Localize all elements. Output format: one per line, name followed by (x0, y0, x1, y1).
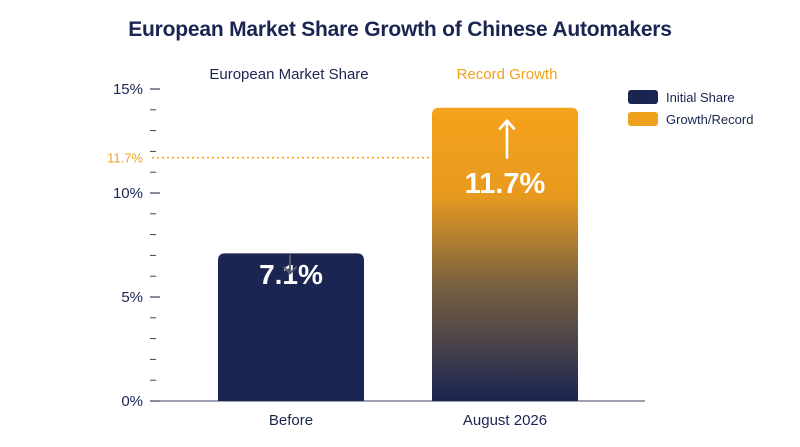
legend-swatch-initial (628, 90, 658, 104)
x-category-label: Before (269, 412, 313, 429)
legend-swatch-growth (628, 112, 658, 126)
legend-label-initial: Initial Share (666, 89, 735, 105)
legend-item-growth: Growth/Record (628, 108, 753, 130)
data-label-august: 11.7% (465, 168, 546, 200)
column-header-record: Record Growth (457, 66, 558, 83)
chart-title: European Market Share Growth of Chinese … (128, 18, 672, 41)
y-tick-label: 5% (121, 289, 143, 306)
y-tick-label: 0% (121, 393, 143, 410)
arrow-down-icon (283, 254, 297, 275)
y-tick-label: 10% (113, 185, 143, 202)
arrow-up-icon (498, 119, 516, 159)
legend-item-initial: Initial Share (628, 86, 753, 108)
y-tick-label: 15% (113, 81, 143, 98)
data-label-before: 7.1% (259, 259, 323, 290)
x-category-label: August 2026 (463, 412, 547, 429)
column-header-before: European Market Share (209, 66, 368, 83)
legend: Initial Share Growth/Record (628, 86, 753, 130)
legend-label-growth: Growth/Record (666, 111, 754, 127)
bar-before (218, 253, 364, 401)
reference-line-label: 11.7% (107, 151, 143, 166)
bar-august-2026 (432, 107, 578, 401)
